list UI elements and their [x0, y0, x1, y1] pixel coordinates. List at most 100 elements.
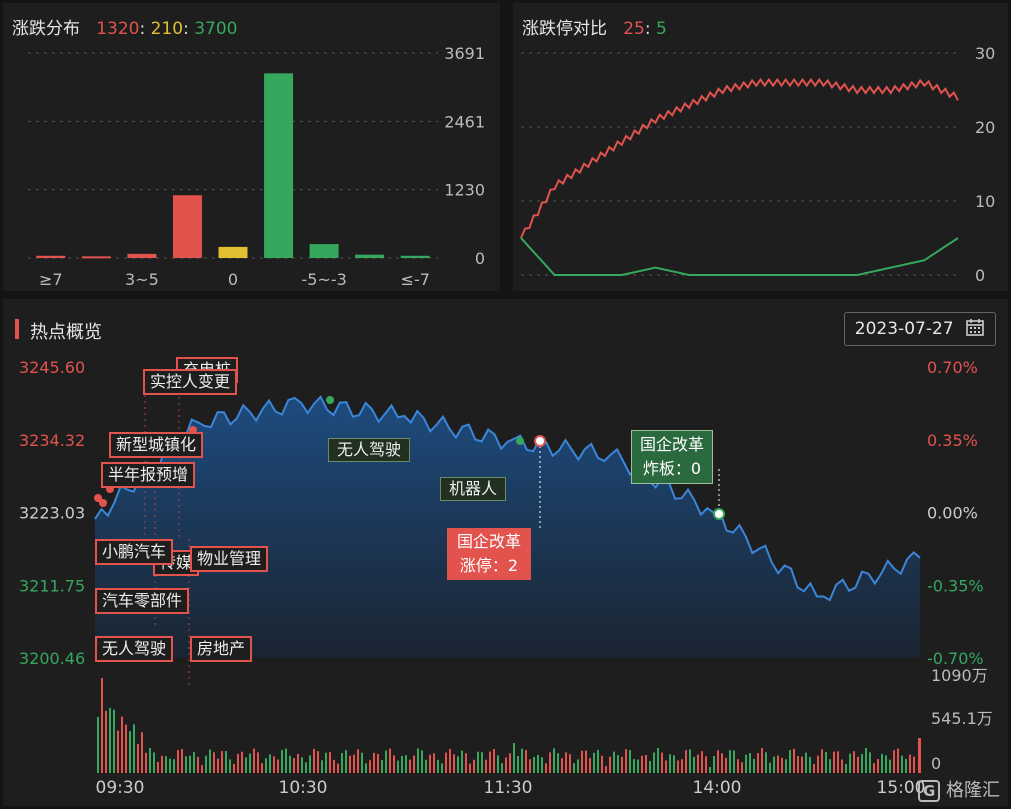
- volume-bar: [633, 759, 635, 773]
- x-tick-label: -5~-3: [301, 270, 346, 289]
- pct-tick-label: 0.70%: [927, 358, 978, 377]
- volume-bar: [581, 750, 583, 773]
- callout-soe-reform-limit-up[interactable]: 国企改革 涨停：2: [447, 528, 532, 580]
- volume-bar: [357, 749, 359, 773]
- volume-bar: [201, 765, 203, 773]
- limit-chart: 30 20 10 0: [520, 44, 995, 285]
- tag-autonomous-driving[interactable]: 无人驾驶: [95, 636, 174, 662]
- volume-bar: [517, 755, 519, 773]
- time-label: 09:30: [96, 778, 145, 798]
- tag-new-urbanization[interactable]: 新型城镇化: [109, 432, 204, 458]
- volume-bar: [541, 757, 543, 773]
- volume-bar: [529, 759, 531, 773]
- volume-bar: [817, 755, 819, 773]
- volume-bar: [173, 759, 175, 773]
- volume-bar: [585, 750, 587, 773]
- volume-bar: [537, 754, 539, 773]
- volume-bar: [869, 752, 871, 773]
- tag-xpeng[interactable]: 小鹏汽车: [95, 539, 174, 565]
- price-tick-label: 3245.60: [19, 358, 85, 377]
- volume-bar: [833, 751, 835, 773]
- x-tick-label: 3~5: [125, 270, 159, 289]
- volume-bar: [621, 756, 623, 773]
- flat-count: 210: [150, 19, 184, 39]
- volume-bar: [777, 755, 779, 773]
- volume-bar: [785, 759, 787, 773]
- volume-bar: [165, 756, 167, 773]
- volume-bar: [117, 730, 119, 773]
- pct-tick-label: -0.35%: [927, 576, 984, 595]
- tag-property-management[interactable]: 物业管理: [190, 546, 269, 572]
- volume-bar: [865, 748, 867, 773]
- volume-bar: [185, 756, 187, 773]
- volume-bar: [857, 756, 859, 773]
- tag-autonomous-driving-green[interactable]: 无人驾驶: [328, 438, 411, 462]
- volume-bar: [225, 750, 227, 773]
- volume-bar: [893, 750, 895, 773]
- volume-bar: [573, 763, 575, 773]
- volume-bar: [377, 754, 379, 773]
- volume-bar: [269, 754, 271, 773]
- volume-bar: [809, 757, 811, 773]
- tag-robot[interactable]: 机器人: [440, 477, 507, 501]
- watermark-text: 格隆汇: [946, 780, 1000, 801]
- volume-bar: [445, 752, 447, 773]
- volume-bar: [629, 750, 631, 773]
- tag-real-estate[interactable]: 房地产: [190, 636, 253, 662]
- volume-bar: [717, 750, 719, 773]
- volume-bar: [441, 763, 443, 773]
- distribution-chart: 3691 2461 1230 0 ≥7 3~5 0 -5~-3 ≤-7: [28, 44, 485, 289]
- volume-bar: [829, 759, 831, 773]
- tag-control-change[interactable]: 实控人变更: [143, 369, 238, 395]
- volume-bar: [905, 758, 907, 773]
- volume-bar: [169, 758, 171, 773]
- date-picker[interactable]: 2023-07-27: [843, 312, 996, 346]
- volume-bar: [525, 749, 527, 773]
- volume-bar: [477, 751, 479, 773]
- volume-bar: [241, 751, 243, 773]
- volume-bar: [918, 738, 921, 773]
- volume-bar: [497, 755, 499, 773]
- volume-bar: [261, 763, 263, 773]
- volume-bar: [693, 756, 695, 773]
- volume-bar: [129, 731, 131, 773]
- volume-bar: [605, 766, 607, 773]
- volume-bar: [421, 750, 423, 773]
- down-count: 3700: [194, 19, 238, 39]
- limit-up-count: 25: [623, 19, 645, 39]
- volume-bar: [137, 744, 139, 773]
- volume-bar: [145, 752, 147, 773]
- volume-bar: [897, 748, 899, 773]
- callout-point: [534, 435, 546, 447]
- volume-bar: [689, 749, 691, 773]
- volume-bar: [125, 724, 127, 773]
- volume-bar: [901, 755, 903, 773]
- volume-bar: [673, 755, 675, 773]
- separator: :: [644, 19, 651, 39]
- volume-bar: [369, 760, 371, 773]
- volume-bar: [121, 716, 123, 773]
- calendar-icon[interactable]: [965, 317, 985, 337]
- x-tick-label: 0: [228, 270, 238, 289]
- limit-panel: 涨跌停对比 25: 5 30 20 10 0: [513, 3, 1008, 291]
- volume-bar: [881, 753, 883, 773]
- volume-bar: [465, 753, 467, 773]
- volume-tick-label: 545.1万: [931, 709, 993, 728]
- pct-tick-label: 0.35%: [927, 431, 978, 450]
- callout-title: 国企改革: [640, 435, 705, 454]
- volume-bar: [481, 752, 483, 773]
- tag-auto-parts[interactable]: 汽车零部件: [95, 588, 190, 614]
- volume-bar: [861, 754, 863, 773]
- volume-bar: [761, 748, 763, 773]
- volume-bar: [753, 758, 755, 773]
- volume-bar: [113, 709, 115, 773]
- volume-bar: [685, 750, 687, 773]
- volume-bar: [609, 756, 611, 773]
- volume-bar: [773, 756, 775, 773]
- callout-soe-reform-broken[interactable]: 国企改革 炸板：0: [631, 430, 714, 484]
- tag-half-year-profit[interactable]: 半年报预增: [101, 462, 196, 488]
- volume-bar: [769, 762, 771, 773]
- volume-bar: [281, 750, 283, 773]
- volume-bar: [701, 751, 703, 773]
- y-tick-label: 2461: [444, 112, 485, 131]
